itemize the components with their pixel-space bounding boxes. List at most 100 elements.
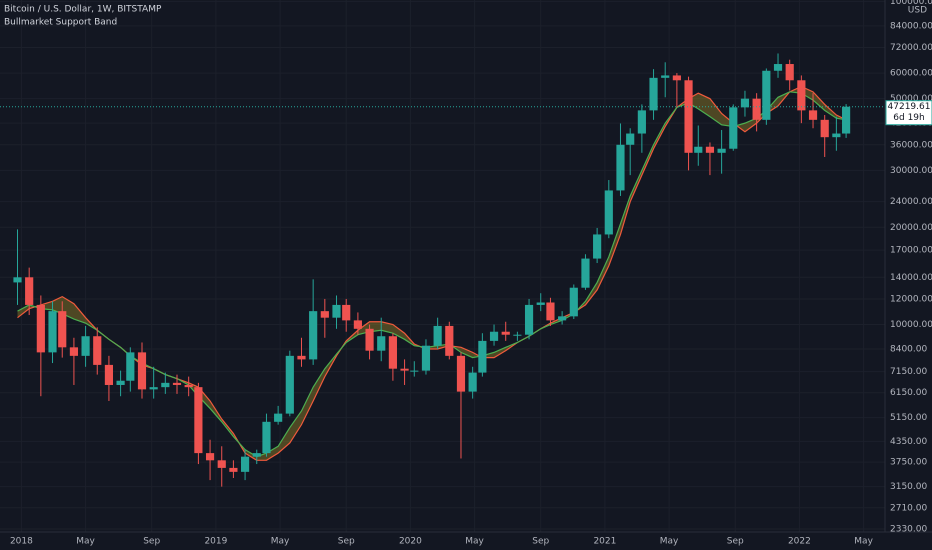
- candle-body: [48, 311, 57, 353]
- candle-body: [808, 110, 818, 120]
- y-tick-label: 60000.00: [890, 69, 932, 79]
- candle-body: [626, 133, 635, 145]
- candle-body: [513, 334, 522, 336]
- candle-body: [400, 368, 409, 371]
- y-tick-label: 20000.00: [890, 223, 932, 233]
- candle-body: [649, 77, 658, 111]
- candle-body: [285, 355, 294, 414]
- y-tick-label: 30000.00: [890, 166, 932, 176]
- candle-body: [297, 355, 306, 360]
- candle-body: [501, 331, 510, 335]
- candle-body: [785, 64, 794, 81]
- candle-body: [217, 460, 226, 468]
- candle-body: [717, 148, 726, 153]
- countdown: 6d 19h: [893, 113, 924, 123]
- candle-body: [740, 98, 750, 108]
- candle-body: [661, 75, 670, 78]
- band-line: [17, 91, 847, 458]
- x-tick-label: Sep: [727, 537, 744, 547]
- candle-body: [569, 287, 578, 317]
- candle-body: [229, 467, 238, 472]
- y-tick-label: 3750.00: [890, 458, 927, 468]
- y-tick-label: 7150.00: [890, 367, 927, 377]
- candle-body: [684, 80, 693, 153]
- candle-body: [252, 453, 261, 457]
- candle-body: [25, 277, 34, 305]
- candle-body: [149, 387, 158, 390]
- grid: [0, 0, 885, 532]
- y-tick-label: 24000.00: [890, 197, 932, 207]
- candle-body: [58, 311, 67, 348]
- candles: [13, 53, 851, 487]
- candle-body: [842, 106, 851, 134]
- candle-body: [832, 133, 841, 138]
- candle-body: [104, 364, 114, 385]
- candle-body: [410, 370, 419, 372]
- x-tick-label: Sep: [338, 537, 355, 547]
- candle-body: [421, 345, 431, 371]
- candle-body: [616, 144, 625, 191]
- candle-body: [456, 355, 466, 392]
- candle-body: [729, 107, 738, 149]
- x-tick-label: May: [271, 537, 290, 547]
- x-tick-label: 2021: [593, 537, 616, 547]
- candle-body: [546, 302, 555, 321]
- candle-body: [593, 234, 602, 259]
- y-tick-label: 100000.00: [890, 0, 932, 7]
- candle-body: [36, 304, 45, 353]
- currency: USD: [908, 6, 927, 16]
- x-tick-label: 2018: [10, 537, 33, 547]
- x-tick-label: Sep: [143, 537, 160, 547]
- candle-body: [581, 258, 590, 288]
- candle-body: [309, 311, 318, 360]
- y-tick-label: 10000.00: [890, 320, 932, 330]
- x-tick-label: 2020: [399, 537, 422, 547]
- candle-body: [353, 320, 362, 329]
- candle-body: [478, 340, 487, 373]
- x-tick-label: May: [465, 537, 484, 547]
- candle-body: [604, 190, 613, 235]
- x-tick-label: 2022: [788, 537, 811, 547]
- candle-body: [194, 387, 203, 454]
- y-tick-label: 17000.00: [890, 246, 932, 256]
- candle-body: [558, 316, 567, 321]
- y-tick-label: 72000.00: [890, 43, 932, 53]
- candle-body: [274, 413, 283, 422]
- candle-body: [116, 380, 125, 385]
- y-tick-label: 36000.00: [890, 140, 932, 150]
- y-tick-label: 8400.00: [890, 344, 927, 354]
- candle-body: [377, 336, 386, 351]
- candle-body: [752, 98, 761, 120]
- candle-body: [93, 336, 102, 365]
- y-tick-label: 50000.00: [890, 94, 932, 104]
- candle-body: [637, 110, 646, 134]
- candle-body: [13, 277, 22, 283]
- y-tick-label: 3150.00: [890, 482, 927, 492]
- x-tick-label: Sep: [532, 537, 549, 547]
- x-tick-label: May: [76, 537, 95, 547]
- last-price-box: [885, 100, 932, 126]
- candle-body: [820, 119, 829, 138]
- band: [17, 85, 847, 461]
- y-tick-label: 14000.00: [890, 273, 932, 283]
- candle-body: [205, 453, 215, 461]
- candle-body: [81, 336, 90, 356]
- y-tick-label: 4350.00: [890, 437, 927, 447]
- candle-body: [126, 352, 135, 381]
- candle-body: [184, 384, 193, 388]
- band-fill: [17, 86, 847, 461]
- y-tick-label: 5150.00: [890, 413, 927, 423]
- candle-body: [524, 304, 534, 335]
- candle-body: [797, 80, 806, 111]
- candle-body: [342, 304, 351, 321]
- candle-body: [468, 372, 477, 392]
- candle-body: [161, 382, 170, 388]
- candle-body: [773, 64, 783, 71]
- candle-body: [762, 70, 771, 120]
- candle-body: [536, 302, 545, 305]
- candle-body: [694, 146, 703, 153]
